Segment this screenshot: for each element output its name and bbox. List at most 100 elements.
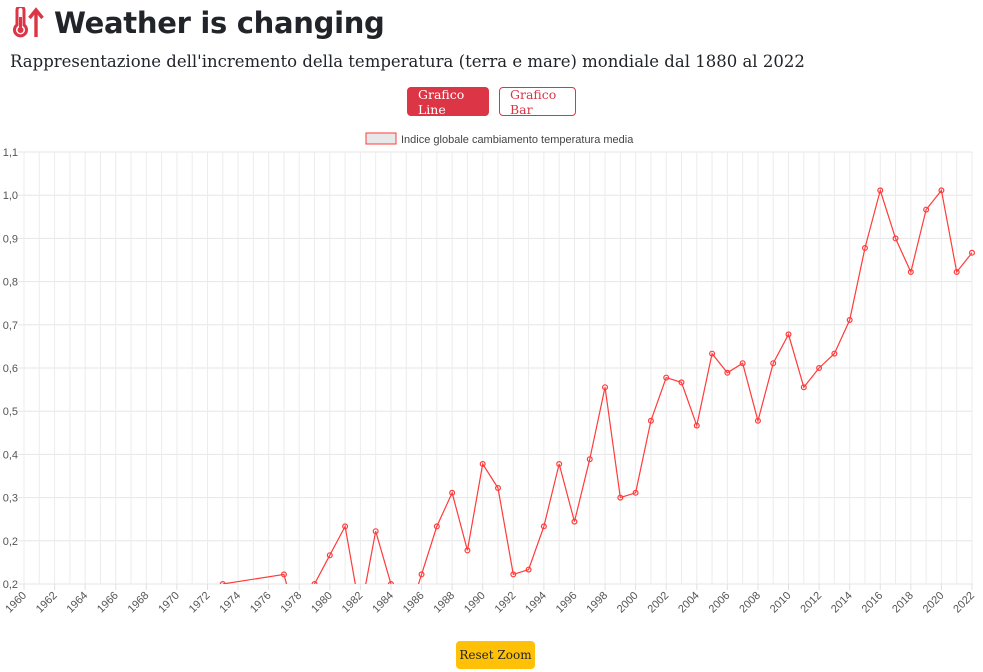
- data-point: [510, 571, 517, 578]
- data-point: [540, 523, 547, 530]
- x-tick-label: 2012: [798, 590, 824, 616]
- x-tick-label: 2008: [737, 590, 763, 616]
- data-point: [846, 317, 853, 324]
- x-tick-label: 1974: [217, 590, 243, 616]
- y-tick-label: 0,6: [3, 363, 18, 375]
- page-subtitle: Rappresentazione dell'incremento della t…: [10, 52, 805, 71]
- data-point: [953, 269, 960, 276]
- x-tick-label: 2014: [829, 590, 855, 616]
- temperature-line-chart[interactable]: Indice globale cambiamento temperatura m…: [0, 125, 983, 635]
- legend-label: Indice globale cambiamento temperatura m…: [401, 134, 634, 146]
- data-point: [297, 630, 302, 635]
- x-tick-label: 1962: [34, 590, 60, 616]
- data-point: [724, 369, 731, 376]
- legend-swatch: [365, 132, 397, 145]
- x-tick-label: 1964: [64, 590, 90, 616]
- reset-zoom-button[interactable]: Reset Zoom: [456, 641, 535, 669]
- data-point: [739, 360, 746, 367]
- x-tick-label: 1976: [248, 590, 274, 616]
- data-point: [754, 417, 761, 424]
- y-tick-label: 0,2: [3, 536, 18, 548]
- x-tick-label: 1968: [126, 590, 152, 616]
- x-tick-label: 1972: [187, 590, 213, 616]
- x-tick-label: 2004: [676, 590, 702, 616]
- data-point: [816, 365, 823, 372]
- data-point: [449, 489, 456, 496]
- y-tick-label: 0,7: [3, 320, 18, 332]
- y-tick-label: 1,0: [3, 190, 18, 202]
- y-tick-label: 1,1: [3, 147, 18, 159]
- x-tick-label: 1984: [370, 590, 396, 616]
- x-tick-label: 2018: [890, 590, 916, 616]
- x-tick-label: 1988: [431, 590, 457, 616]
- data-point: [219, 581, 226, 584]
- data-point: [861, 244, 868, 251]
- data-point: [525, 566, 532, 573]
- data-point: [877, 187, 884, 194]
- data-point: [433, 523, 440, 530]
- data-point: [632, 489, 639, 496]
- page-header: Weather is changing: [10, 6, 385, 40]
- bar-chart-button[interactable]: Grafico Bar: [499, 87, 576, 117]
- x-tick-label: 1986: [401, 590, 427, 616]
- data-point: [556, 461, 563, 468]
- x-tick-label: 1982: [340, 590, 366, 616]
- data-point: [602, 384, 609, 391]
- x-tick-label: 2016: [860, 590, 886, 616]
- data-point: [770, 360, 777, 367]
- data-point: [495, 485, 502, 492]
- x-tick-label: 2002: [646, 590, 672, 616]
- x-tick-label: 1992: [493, 590, 519, 616]
- x-tick-label: 1966: [95, 590, 121, 616]
- x-tick-label: 2020: [921, 590, 947, 616]
- y-tick-label: 0,3: [3, 493, 18, 505]
- x-tick-label: 1998: [584, 590, 610, 616]
- y-tick-label: 0,5: [3, 406, 18, 418]
- x-tick-label: 1980: [309, 590, 335, 616]
- data-point: [678, 379, 685, 386]
- x-tick-label: 1960: [3, 590, 29, 616]
- data-point: [892, 235, 899, 242]
- data-point: [709, 350, 716, 357]
- data-point: [663, 374, 670, 381]
- data-point: [617, 494, 624, 501]
- y-tick-label: 0,9: [3, 233, 18, 245]
- x-tick-label: 1990: [462, 590, 488, 616]
- data-point: [571, 518, 578, 525]
- data-point: [358, 610, 363, 615]
- data-point: [464, 547, 471, 554]
- data-point: [586, 456, 593, 463]
- x-tick-label: 2000: [615, 590, 641, 616]
- x-tick-label: 2006: [707, 590, 733, 616]
- y-tick-label: 0,4: [3, 449, 18, 461]
- data-point: [693, 422, 700, 429]
- data-point: [923, 206, 930, 213]
- data-point: [831, 350, 838, 357]
- data-point: [800, 384, 807, 391]
- data-point: [372, 528, 379, 535]
- data-point: [280, 571, 287, 578]
- x-tick-label: 1970: [156, 590, 182, 616]
- data-point: [418, 571, 425, 578]
- data-point: [968, 249, 975, 256]
- data-point: [785, 331, 792, 338]
- series-line: [222, 188, 973, 584]
- y-tick-label: 0,2: [3, 579, 18, 591]
- x-tick-label: 1978: [279, 590, 305, 616]
- chart-type-toggle: Grafico Line Grafico Bar: [0, 87, 983, 117]
- data-point: [907, 269, 914, 276]
- data-point: [342, 523, 349, 530]
- x-tick-label: 2022: [951, 590, 977, 616]
- thermometer-up-icon: [13, 7, 44, 38]
- data-point: [387, 581, 394, 584]
- x-tick-label: 1996: [554, 590, 580, 616]
- data-point: [404, 620, 409, 625]
- x-tick-label: 2010: [768, 590, 794, 616]
- y-tick-label: 0,8: [3, 277, 18, 289]
- line-chart-button[interactable]: Grafico Line: [407, 87, 489, 117]
- data-point: [326, 552, 333, 559]
- x-tick-label: 1994: [523, 590, 549, 616]
- data-point: [311, 581, 318, 584]
- page-title: Weather is changing: [54, 6, 385, 40]
- data-point: [938, 187, 945, 194]
